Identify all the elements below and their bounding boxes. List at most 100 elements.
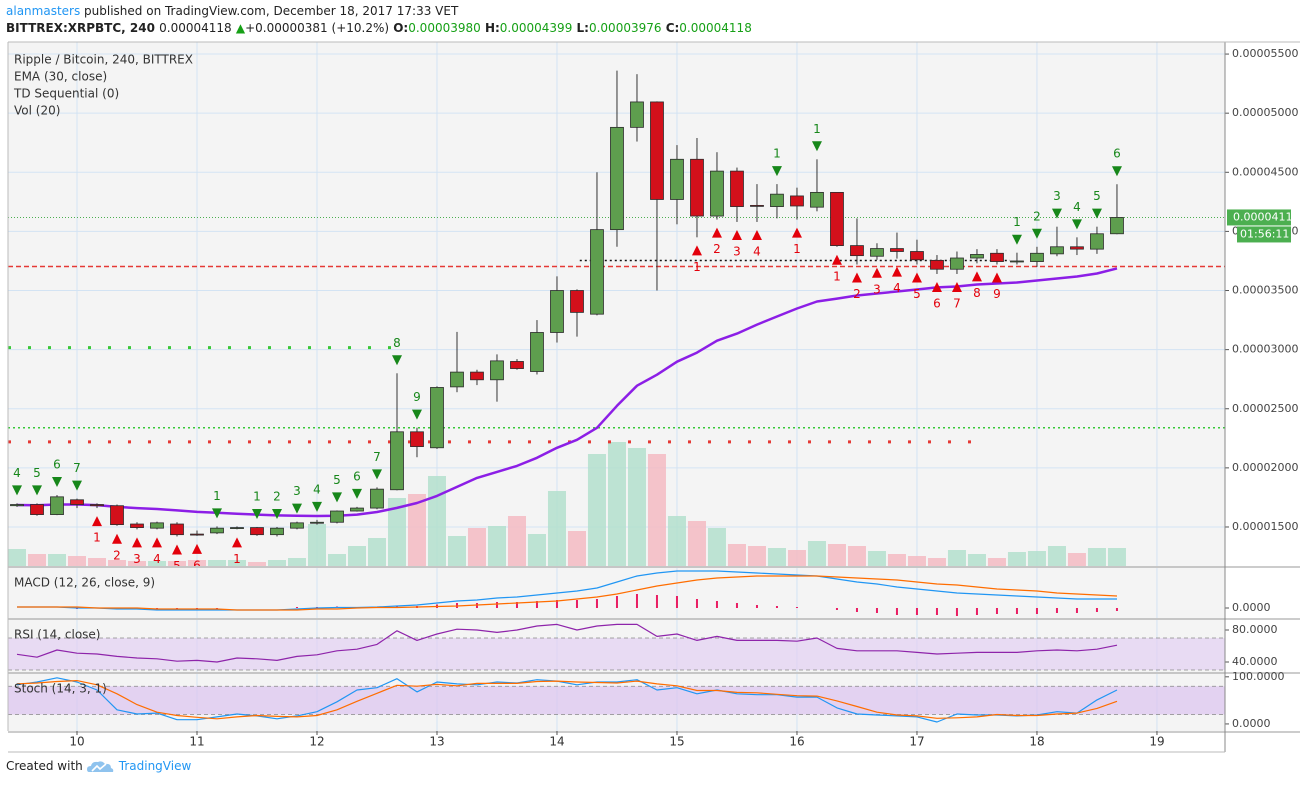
td-arrow: [991, 272, 1002, 283]
td-arrow: [331, 492, 342, 503]
histogram-bar: [1035, 608, 1038, 614]
td-arrow: [811, 141, 822, 152]
footer: Created with TradingView: [6, 759, 191, 773]
x-tick-label: 18: [1029, 735, 1044, 749]
band: [8, 686, 1225, 715]
y-tick-label: 80.0000: [1232, 623, 1278, 636]
volume-bar: [527, 534, 546, 566]
td-count: 3: [733, 244, 741, 258]
y-tick-label: 0.0000: [1232, 601, 1271, 614]
td-count: 1: [813, 122, 821, 136]
td-count: 1: [833, 269, 841, 283]
histogram-bar: [535, 601, 538, 608]
td-count: 2: [113, 548, 121, 562]
pane: [8, 674, 1225, 731]
candle-body: [490, 360, 504, 381]
td-count: 3: [873, 282, 881, 296]
indicator-line: [17, 575, 1118, 611]
y-tick-label: 0.00002000: [1232, 461, 1298, 474]
candle-body: [290, 522, 304, 529]
volume-bar: [647, 454, 666, 566]
pane: [8, 620, 1225, 672]
candle-body: [990, 252, 1004, 262]
td-count: 1: [213, 489, 221, 503]
volume-bar: [907, 556, 926, 566]
td-count: 4: [753, 244, 761, 258]
x-tick-label: 19: [1149, 735, 1164, 749]
x-tick-label: 13: [429, 735, 444, 749]
brand-link[interactable]: TradingView: [118, 759, 192, 773]
histogram-bar: [755, 605, 758, 608]
candle-body: [710, 170, 724, 217]
volume-bar: [387, 498, 406, 566]
y-tick-label: 0.00005500: [1232, 47, 1298, 60]
histogram-bar: [495, 602, 498, 608]
candle-body: [610, 126, 624, 231]
candle-body: [530, 332, 544, 372]
indicator-line: [16, 623, 1118, 663]
td-arrow: [92, 516, 103, 527]
td-arrow: [71, 480, 82, 491]
low: 0.00003976: [588, 21, 662, 35]
td-arrow: [851, 272, 862, 283]
volume-bar: [1087, 548, 1106, 566]
candle-body: [750, 204, 764, 207]
author[interactable]: alanmasters: [6, 4, 81, 18]
indicator-line: [16, 677, 1118, 723]
histogram-bar: [935, 608, 938, 615]
ema-line: [16, 267, 1118, 518]
volume-bar: [1047, 546, 1066, 566]
publish-line: alanmasters published on TradingView.com…: [6, 4, 458, 18]
candle-body: [670, 158, 684, 200]
candle-body: [250, 527, 264, 536]
volume-bar: [107, 560, 126, 566]
histogram-bar: [895, 608, 898, 615]
volume-bar: [88, 558, 107, 566]
low-label: L:: [576, 21, 589, 35]
histogram-bar: [835, 608, 838, 610]
y-tick-label: 0.00001500: [1232, 520, 1298, 533]
pane-title: Stoch (14, 3, 1): [14, 682, 107, 696]
x-tick-label: 10: [69, 735, 84, 749]
td-arrow: [32, 485, 43, 496]
volume-bar: [767, 548, 786, 566]
histogram-bar: [575, 600, 578, 608]
x-tick-label: 12: [309, 735, 324, 749]
td-arrow: [171, 544, 182, 555]
histogram-bar: [735, 603, 738, 608]
y-tick-label: 100.0000: [1232, 670, 1285, 683]
legend-entry: TD Sequential (0): [13, 87, 119, 101]
indicator-line: [16, 680, 1118, 720]
td-count: 5: [33, 466, 41, 480]
td-arrow: [251, 508, 262, 519]
histogram-bar: [855, 608, 858, 612]
volume-bar: [127, 561, 146, 566]
td-count: 1: [253, 489, 261, 503]
candle-body: [30, 504, 44, 515]
volume-bar: [947, 550, 966, 566]
td-count: 5: [333, 473, 341, 487]
volume-bar: [267, 560, 286, 566]
volume-bar: [287, 558, 306, 566]
td-count: 1: [793, 242, 801, 256]
candle-body: [1110, 217, 1124, 235]
td-arrow: [791, 227, 802, 238]
candle-body: [770, 193, 784, 207]
volume-bar: [747, 546, 766, 566]
legend-entry: EMA (30, close): [14, 70, 107, 84]
pane-title: RSI (14, close): [14, 628, 100, 642]
td-count: 4: [313, 482, 321, 496]
y-tick-label: 0.00003000: [1232, 343, 1298, 356]
change: +0.00000381 (+10.2%): [245, 21, 390, 35]
td-count: 5: [1093, 189, 1101, 203]
volume-bar: [987, 558, 1006, 566]
volume-bar: [627, 448, 646, 566]
candle-body: [1050, 246, 1064, 255]
td-arrow: [871, 267, 882, 278]
volume-bar: [447, 536, 466, 566]
td-count: 8: [393, 336, 401, 350]
change-arrow: ▲: [235, 21, 246, 35]
td-count: 9: [993, 287, 1001, 301]
td-arrow: [1071, 219, 1082, 230]
